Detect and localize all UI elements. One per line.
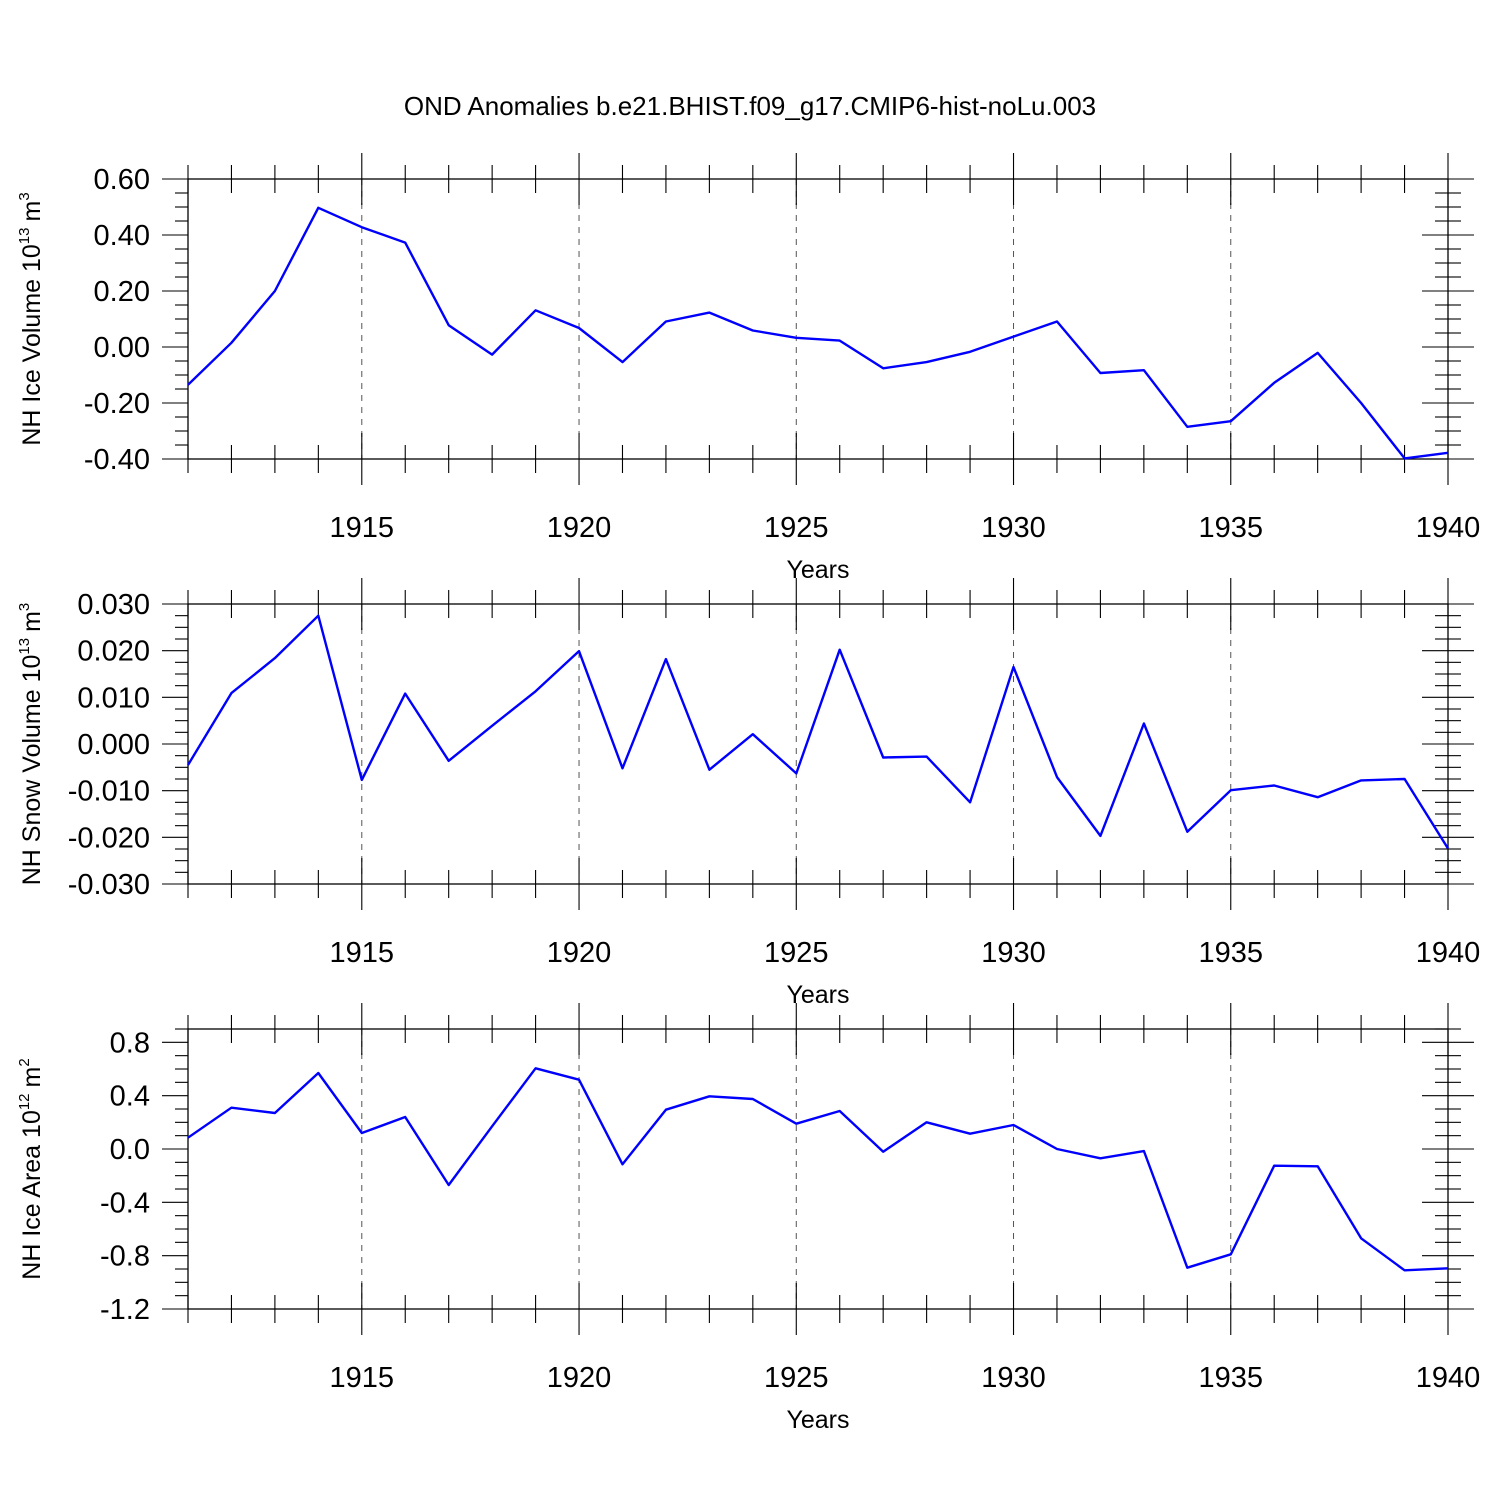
y-axis-label-unit: m xyxy=(18,1067,46,1088)
y-axis-label-exponent: 12 xyxy=(16,1093,33,1110)
y-axis-label-text: NH Ice Area 10 xyxy=(18,1110,46,1280)
x-tick-label: 1915 xyxy=(330,512,395,544)
panel-3: 0.8 0.4 0.0 -0.4 -0.8 -1.2 1915 1920 1925 1930 193… xyxy=(16,1003,1480,1434)
x-axis-label: Years xyxy=(786,1406,849,1434)
panel-1: 0.60 0.40 0.20 0.00 -0.20 -0.40 1915 1920 1925 19… xyxy=(16,153,1480,584)
x-tick-label: 1920 xyxy=(547,1362,612,1394)
x-tick-label: 1920 xyxy=(547,512,612,544)
y-tick-label: 0.010 xyxy=(77,682,150,714)
series-line xyxy=(187,1067,1449,1272)
x-tick-label: 1935 xyxy=(1199,512,1264,544)
y-tick-label: -1.2 xyxy=(100,1294,150,1326)
x-tick-label: 1940 xyxy=(1416,1362,1481,1394)
y-tick-label: 0.40 xyxy=(94,220,150,252)
chart-title: OND Anomalies b.e21.BHIST.f09_g17.CMIP6-… xyxy=(404,91,1096,121)
x-tick-label: 1935 xyxy=(1199,1362,1264,1394)
x-tick-label: 1915 xyxy=(330,937,395,969)
y-axis-label-exponent: 13 xyxy=(16,638,33,655)
series-line xyxy=(186,614,1450,850)
series-line xyxy=(187,206,1449,460)
x-tick-label: 1930 xyxy=(981,512,1046,544)
panels: 0.60 0.40 0.20 0.00 -0.20 -0.40 1915 1920 1925 19… xyxy=(16,153,1480,1434)
x-tick-label: 1935 xyxy=(1199,937,1264,969)
plot-frame xyxy=(187,1028,1449,1310)
x-tick-label: 1940 xyxy=(1416,937,1481,969)
y-tick-label: -0.8 xyxy=(100,1241,150,1273)
x-tick-label: 1930 xyxy=(981,1362,1046,1394)
y-tick-label: 0.020 xyxy=(77,636,150,668)
y-axis-label-unit: m xyxy=(18,201,46,222)
y-tick-label: 0.8 xyxy=(110,1027,150,1059)
y-tick-label: 0.60 xyxy=(94,164,150,196)
plot-frame xyxy=(187,603,1449,885)
y-tick-label: 0.00 xyxy=(94,332,150,364)
y-tick-label: -0.010 xyxy=(68,776,150,808)
y-axis-label: NH Snow Volume 1013 m3 xyxy=(16,603,46,886)
y-tick-label: -0.20 xyxy=(84,388,150,420)
y-tick-label: -0.40 xyxy=(84,444,150,476)
x-tick-label: 1925 xyxy=(764,512,829,544)
y-axis-label-text: NH Ice Volume 10 xyxy=(18,244,46,446)
y-tick-label: 0.030 xyxy=(77,589,150,621)
x-tick-label: 1930 xyxy=(981,937,1046,969)
y-axis-label: NH Ice Area 1012 m2 xyxy=(16,1058,46,1279)
panel-2: 0.030 0.020 0.010 0.000 -0.010 -0.020 -0.030 19… xyxy=(16,578,1480,1009)
x-tick-label: 1920 xyxy=(547,937,612,969)
x-axis-label: Years xyxy=(786,556,849,584)
y-tick-label: 0.0 xyxy=(110,1134,150,1166)
x-tick-label: 1915 xyxy=(330,1362,395,1394)
y-axis-label-unit: m xyxy=(18,611,46,632)
x-axis-label: Years xyxy=(786,981,849,1009)
x-tick-label: 1940 xyxy=(1416,512,1481,544)
y-tick-label: 0.4 xyxy=(110,1081,150,1113)
plot-frame xyxy=(187,178,1449,460)
y-tick-label: 0.20 xyxy=(94,276,150,308)
y-axis-label-unit-exponent: 3 xyxy=(16,603,33,611)
y-axis-label-unit-exponent: 3 xyxy=(16,192,33,200)
y-tick-label: -0.020 xyxy=(68,822,150,854)
x-tick-label: 1925 xyxy=(764,1362,829,1394)
y-tick-label: 0.000 xyxy=(77,729,150,761)
x-tick-label: 1925 xyxy=(764,937,829,969)
y-tick-label: -0.4 xyxy=(100,1187,150,1219)
y-tick-label: -0.030 xyxy=(68,869,150,901)
y-axis-label-exponent: 13 xyxy=(16,227,33,244)
y-axis-label: NH Ice Volume 1013 m3 xyxy=(16,192,46,445)
y-axis-label-unit-exponent: 2 xyxy=(16,1058,33,1066)
y-axis-label-text: NH Snow Volume 10 xyxy=(18,655,46,886)
